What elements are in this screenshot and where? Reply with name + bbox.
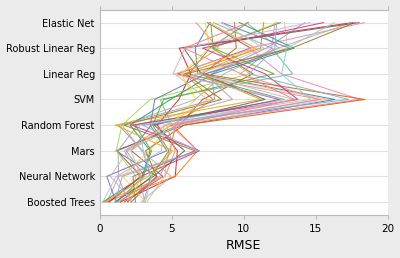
X-axis label: RMSE: RMSE [226,239,262,252]
